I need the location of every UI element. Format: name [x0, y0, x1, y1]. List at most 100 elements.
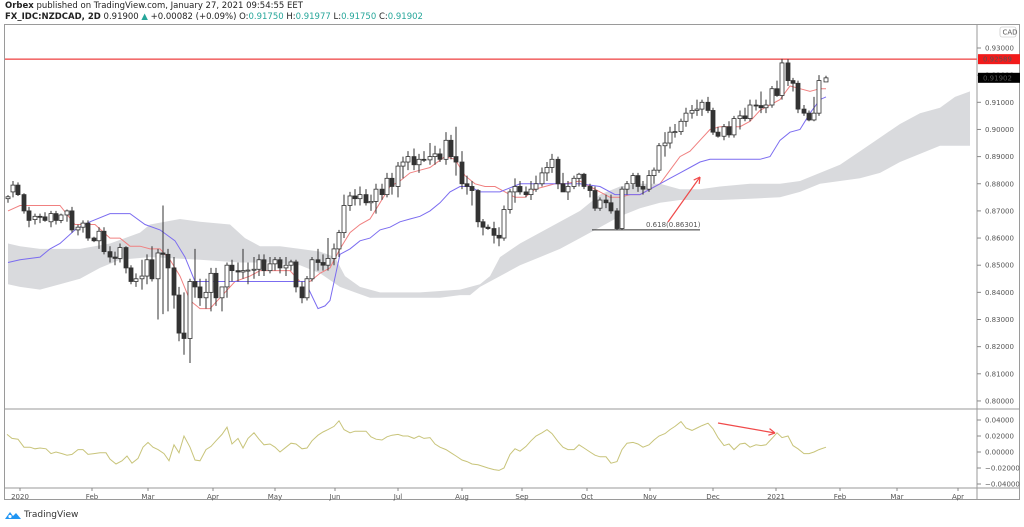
price-axis[interactable]: CAD0.930000.920000.910000.900000.890000.… — [977, 26, 1020, 405]
candle — [507, 189, 513, 214]
candle — [96, 227, 102, 249]
candle — [779, 58, 785, 100]
bull-candle-body — [325, 258, 331, 266]
bull-candle-body — [288, 261, 294, 266]
bear-candle-body — [496, 234, 502, 239]
bear-candle-body — [21, 194, 27, 212]
bull-candle-body — [779, 62, 785, 96]
bull-candle-body — [64, 210, 70, 216]
bear-candle-body — [459, 161, 465, 185]
candle — [699, 99, 705, 116]
oscillator-down-arrow[interactable] — [717, 422, 776, 436]
bull-candle-body — [539, 172, 545, 185]
bear-candle-body — [91, 237, 97, 242]
candle — [165, 248, 171, 312]
fib-level-annotation[interactable]: 0.618(0.86301) — [592, 221, 701, 231]
published-text: published on TradingView.com, January 27… — [33, 1, 303, 11]
bear-candle-body — [421, 158, 427, 161]
arrow-head — [698, 176, 701, 185]
trend-arrows[interactable] — [667, 176, 776, 436]
bear-candle-body — [710, 110, 716, 133]
candle — [549, 153, 555, 173]
candle — [823, 75, 829, 83]
time-axis[interactable]: 2020 Feb Mar Apr May Jun Jul Aug Sep Oct Nov Dec 202… — [11, 488, 964, 501]
candle — [155, 248, 161, 320]
bear-candle-body — [464, 183, 470, 187]
bull-candle-body — [721, 126, 727, 137]
candle — [315, 248, 321, 271]
bear-candle-body — [320, 262, 326, 266]
bull-candle-body — [816, 80, 822, 114]
candle — [48, 210, 54, 228]
time-tick-label: Mar — [141, 493, 154, 501]
candle — [10, 181, 16, 198]
candle — [229, 259, 235, 282]
arrow-head — [768, 432, 776, 436]
symbol-info-line: FX_IDC:NZDCAD, 2D 0.91900 ▲ +0.00082 (+0… — [5, 12, 423, 22]
candle — [85, 220, 91, 241]
candle — [715, 126, 721, 138]
candle — [357, 186, 363, 206]
candle — [453, 126, 459, 176]
candle — [112, 251, 118, 266]
candle — [667, 126, 673, 149]
bear-candle-body — [42, 216, 48, 221]
bear-candle-body — [485, 226, 491, 229]
bear-candle-body — [758, 105, 764, 109]
candle — [608, 194, 614, 214]
osc-tick-label: 0.02000 — [985, 433, 1014, 441]
candle — [533, 175, 539, 192]
candle — [293, 259, 299, 293]
oscillator-axis[interactable]: 0.04000 0.02000 0.00000 −0.02000 −0.04000 — [977, 417, 1020, 489]
candle — [139, 259, 145, 290]
candle — [80, 220, 86, 233]
candle — [299, 281, 305, 304]
candle — [37, 213, 43, 224]
last-price: 0.91900 — [103, 12, 139, 22]
candle — [224, 262, 230, 298]
candle — [485, 224, 491, 230]
candle — [192, 248, 198, 298]
bull-candle-body — [80, 222, 86, 228]
price-tick-label: 0.85000 — [985, 262, 1014, 270]
bull-candle-body — [357, 194, 363, 200]
bear-candle-body — [726, 126, 732, 136]
publisher-line: Orbex published on TradingView.com, Janu… — [5, 1, 303, 11]
candle — [480, 219, 486, 236]
candle — [395, 162, 401, 198]
candle — [219, 286, 225, 312]
bear-candle-body — [608, 202, 614, 212]
candle — [245, 262, 251, 285]
bull-candle-body — [549, 158, 555, 168]
candle — [336, 229, 342, 258]
candle — [42, 212, 48, 222]
bull-candle-body — [571, 177, 577, 187]
candle — [421, 151, 427, 163]
candle — [133, 273, 139, 287]
price-tick-label: 0.81000 — [985, 370, 1014, 378]
symbol-label[interactable]: FX_IDC:NZDCAD, 2D — [5, 12, 101, 22]
currency-badge[interactable]: CAD — [999, 26, 1018, 38]
bull-candle-body — [373, 188, 379, 202]
candle — [101, 227, 107, 255]
bear-candle-body — [587, 186, 593, 191]
candle — [683, 107, 689, 127]
bear-candle-body — [448, 139, 454, 157]
price-label-text: 0.91902 — [983, 74, 1012, 82]
bull-candle-body — [75, 226, 81, 231]
candle — [171, 257, 177, 309]
bull-candle-body — [251, 268, 257, 271]
bull-candle-body — [683, 112, 689, 122]
candle — [656, 143, 662, 173]
bull-candle-body — [384, 177, 390, 196]
candle — [587, 183, 593, 198]
candle — [592, 186, 598, 211]
bull-candle-body — [224, 264, 230, 288]
close-value: 0.91902 — [387, 12, 423, 22]
price-up-arrow[interactable] — [667, 176, 701, 223]
candle — [603, 194, 609, 209]
candle — [576, 172, 582, 187]
candle — [651, 167, 657, 184]
candle — [160, 205, 166, 315]
